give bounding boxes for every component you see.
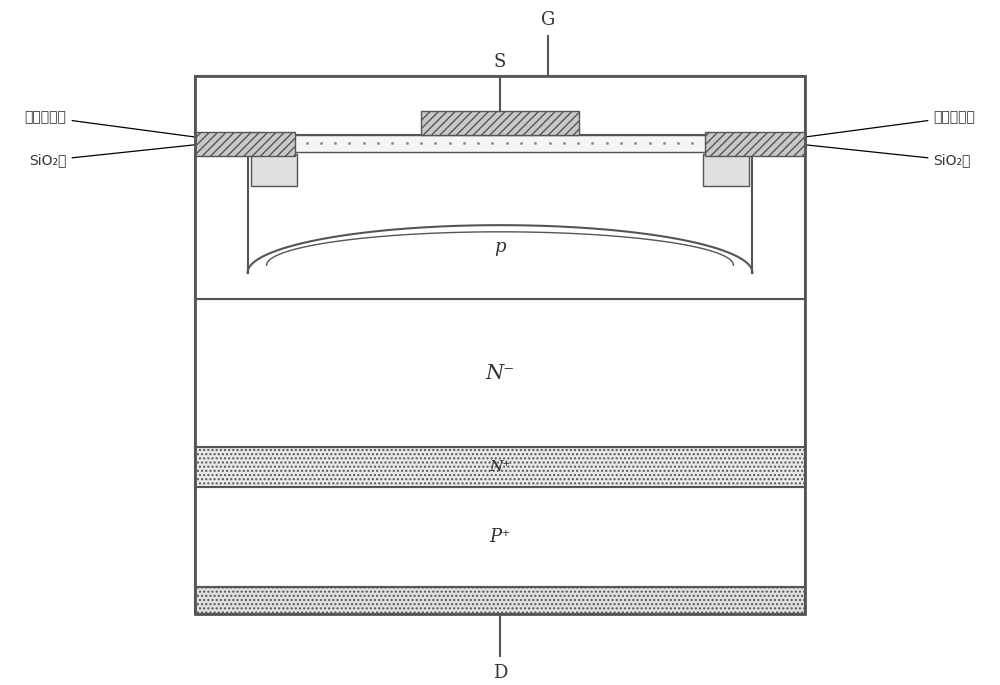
Text: N⁺: N⁺ [267,165,282,175]
Text: N⁻: N⁻ [485,364,515,383]
Text: P⁺: P⁺ [489,528,511,546]
Text: N⁺: N⁺ [718,165,733,175]
Bar [705,132,805,155]
Bar [703,153,749,186]
Bar [195,152,805,299]
Text: 致密金属层: 致密金属层 [25,110,242,143]
Bar [195,447,805,487]
Bar [195,135,805,152]
Bar [251,153,297,186]
Text: SiO₂层: SiO₂层 [29,144,207,167]
Bar [195,132,295,155]
Bar [195,299,805,447]
Bar [195,75,805,135]
Text: D: D [493,664,507,682]
Text: G: G [541,11,555,29]
Bar [195,587,805,614]
Bar [195,75,805,614]
Text: SiO₂层: SiO₂层 [793,144,971,167]
Bar [421,111,579,135]
Bar [195,487,805,587]
Text: p: p [494,238,506,256]
Text: S: S [494,53,506,71]
Text: 致密金属层: 致密金属层 [758,110,975,143]
Text: N⁺: N⁺ [489,460,511,474]
